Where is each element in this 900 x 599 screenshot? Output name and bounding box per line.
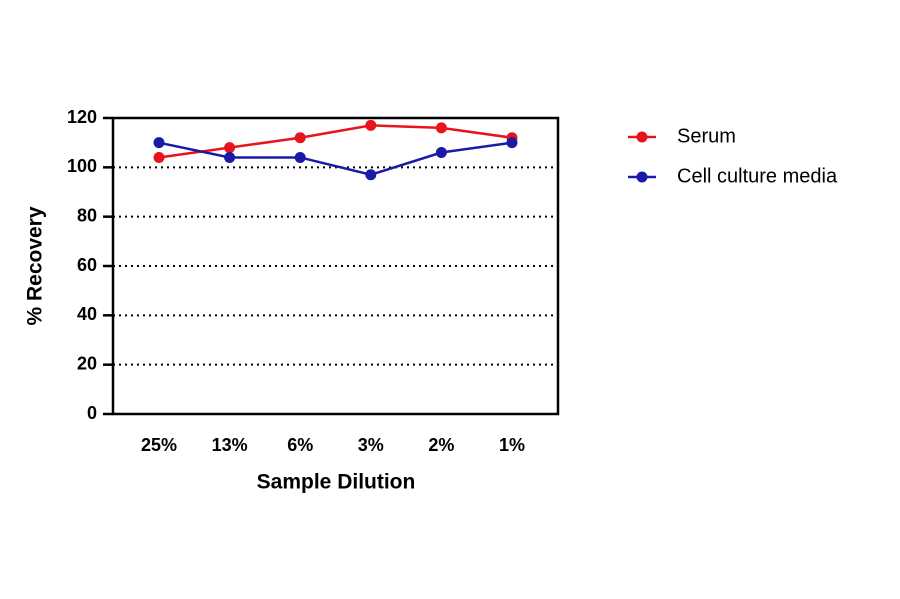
data-point: [506, 137, 518, 149]
data-point: [435, 122, 447, 134]
x-axis-label: Sample Dilution: [257, 471, 416, 494]
x-tick-label: 25%: [141, 435, 177, 455]
legend-marker: [636, 131, 648, 143]
data-point: [294, 151, 306, 163]
data-point: [153, 137, 165, 149]
x-tick-label: 6%: [287, 435, 313, 455]
y-tick-label: 80: [77, 205, 97, 225]
y-tick-label: 120: [67, 107, 97, 127]
y-axis-label: % Recovery: [24, 206, 47, 325]
legend-marker: [636, 171, 648, 183]
x-tick-label: 13%: [212, 435, 248, 455]
plot-frame: [111, 116, 560, 416]
x-tick-label: 1%: [499, 435, 525, 455]
y-tick-label: 40: [77, 304, 97, 324]
x-tick-label: 3%: [358, 435, 384, 455]
data-point: [224, 151, 236, 163]
y-tick-label: 20: [77, 353, 97, 373]
series-line: [158, 124, 513, 159]
data-point: [153, 151, 165, 163]
y-tick-label: 100: [67, 156, 97, 176]
y-tick-label: 0: [87, 403, 97, 423]
y-tick-label: 60: [77, 255, 97, 275]
legend-label: Serum: [677, 125, 736, 147]
data-point: [294, 132, 306, 144]
series-line: [158, 141, 513, 177]
data-point: [365, 119, 377, 131]
data-point: [224, 142, 236, 154]
data-point: [435, 147, 447, 159]
x-tick-label: 2%: [428, 435, 454, 455]
data-point: [365, 169, 377, 181]
legend-label: Cell culture media: [677, 165, 838, 187]
